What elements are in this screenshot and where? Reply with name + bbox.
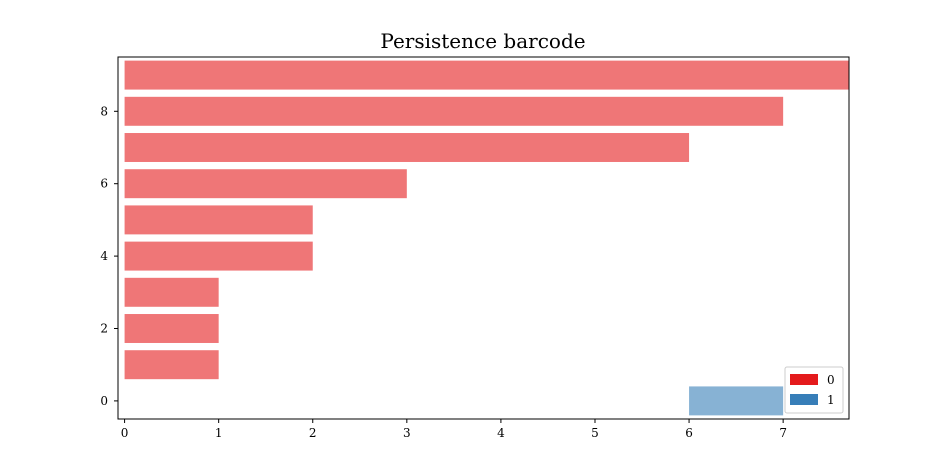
- x-axis: 0 1 2 3 4 5 6 7: [121, 419, 787, 440]
- legend-label-0: 0: [827, 373, 835, 387]
- bar-series-0-1: [124, 314, 219, 343]
- x-tick-label: 7: [779, 426, 787, 440]
- y-tick-label: 8: [100, 104, 108, 118]
- bar-series-0-5: [124, 169, 407, 199]
- bars-group: [124, 60, 850, 416]
- y-tick-label: 2: [100, 322, 108, 336]
- bar-series-0-6: [124, 133, 690, 162]
- x-tick-label: 5: [591, 426, 599, 440]
- bar-series-0-2: [124, 277, 219, 307]
- y-tick-label: 6: [100, 177, 108, 191]
- y-tick-label: 0: [100, 394, 108, 408]
- axes-frame: [117, 56, 850, 420]
- bar-series-0-8: [124, 60, 850, 90]
- bar-series-1-0: [689, 386, 784, 416]
- x-tick-label: 4: [497, 426, 505, 440]
- legend-label-1: 1: [827, 393, 835, 407]
- x-tick-label: 1: [215, 426, 223, 440]
- legend-swatch-1: [790, 394, 818, 405]
- legend-swatch-0: [790, 374, 818, 385]
- bar-series-0-7: [124, 96, 784, 126]
- bar-series-0-3: [124, 241, 313, 271]
- x-tick-label: 0: [121, 426, 129, 440]
- x-tick-label: 6: [685, 426, 693, 440]
- legend: 01: [784, 366, 844, 414]
- bar-series-0-0: [124, 350, 219, 380]
- x-tick-label: 2: [309, 426, 317, 440]
- y-axis: 0 2 4 6 8: [100, 104, 118, 408]
- x-tick-label: 3: [403, 426, 411, 440]
- bar-series-0-4: [124, 205, 313, 235]
- y-tick-label: 4: [100, 249, 108, 263]
- chart-title: Persistence barcode: [380, 29, 585, 53]
